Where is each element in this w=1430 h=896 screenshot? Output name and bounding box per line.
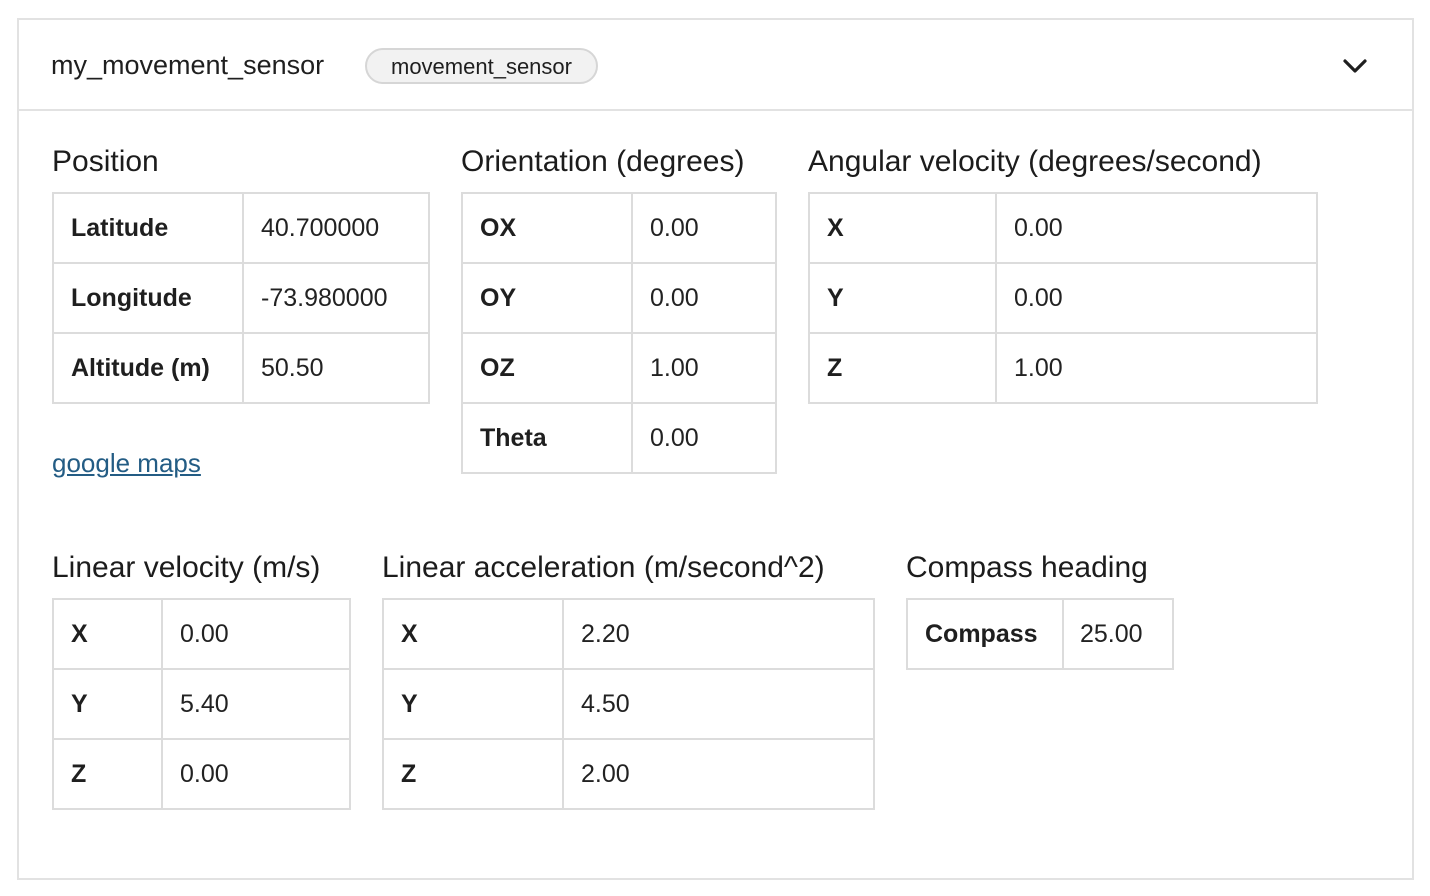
- linear-velocity-title: Linear velocity (m/s): [52, 551, 321, 584]
- table-row: X 0.00: [808, 192, 1318, 264]
- table-row: Z 1.00: [808, 332, 1318, 404]
- linear-acc-z-value: 2.00: [562, 738, 875, 810]
- ox-label: OX: [461, 192, 633, 264]
- compass-heading-title: Compass heading: [906, 551, 1148, 584]
- orientation-title: Orientation (degrees): [461, 145, 745, 178]
- table-row: OZ 1.00: [461, 332, 777, 404]
- card-header[interactable]: my_movement_sensor movement_sensor: [19, 20, 1412, 111]
- ox-value: 0.00: [631, 192, 777, 264]
- table-row: Z 0.00: [52, 738, 351, 810]
- linear-vel-z-value: 0.00: [161, 738, 351, 810]
- linear-acceleration-title: Linear acceleration (m/second^2): [382, 551, 825, 584]
- component-type-badge: movement_sensor: [365, 48, 598, 84]
- linear-acc-y-label: Y: [382, 668, 564, 740]
- component-name: my_movement_sensor: [51, 50, 325, 80]
- angular-y-value: 0.00: [995, 262, 1318, 334]
- linear-velocity-section: Linear velocity (m/s): [52, 550, 320, 586]
- angular-velocity-table: X 0.00 Y 0.00 Z 1.00: [808, 192, 1318, 404]
- linear-velocity-table: X 0.00 Y 5.40 Z 0.00: [52, 598, 351, 810]
- angular-z-value: 1.00: [995, 332, 1318, 404]
- linear-vel-y-value: 5.40: [161, 668, 351, 740]
- oy-label: OY: [461, 262, 633, 334]
- linear-acc-x-value: 2.20: [562, 598, 875, 670]
- oy-value: 0.00: [631, 262, 777, 334]
- google-maps-link[interactable]: google maps: [52, 448, 201, 478]
- oz-value: 1.00: [631, 332, 777, 404]
- angular-velocity-title: Angular velocity (degrees/second): [808, 145, 1262, 178]
- longitude-value: -73.980000: [242, 262, 430, 334]
- angular-z-label: Z: [808, 332, 997, 404]
- table-row: Altitude (m) 50.50: [52, 332, 430, 404]
- theta-label: Theta: [461, 402, 633, 474]
- orientation-table: OX 0.00 OY 0.00 OZ 1.00 Theta 0.00: [461, 192, 777, 474]
- table-row: Z 2.00: [382, 738, 875, 810]
- theta-value: 0.00: [631, 402, 777, 474]
- linear-acc-y-value: 4.50: [562, 668, 875, 740]
- compass-label: Compass: [906, 598, 1064, 670]
- linear-vel-x-label: X: [52, 598, 163, 670]
- table-row: Latitude 40.700000: [52, 192, 430, 264]
- table-row: Y 0.00: [808, 262, 1318, 334]
- angular-x-label: X: [808, 192, 997, 264]
- latitude-label: Latitude: [52, 192, 244, 264]
- compass-heading-section: Compass heading: [906, 550, 1148, 586]
- longitude-label: Longitude: [52, 262, 244, 334]
- linear-vel-y-label: Y: [52, 668, 163, 740]
- linear-acceleration-table: X 2.20 Y 4.50 Z 2.00: [382, 598, 875, 810]
- angular-y-label: Y: [808, 262, 997, 334]
- oz-label: OZ: [461, 332, 633, 404]
- chevron-down-icon[interactable]: [1341, 52, 1369, 80]
- compass-table: Compass 25.00: [906, 598, 1174, 670]
- linear-vel-z-label: Z: [52, 738, 163, 810]
- position-section: Position: [52, 144, 159, 180]
- table-row: OX 0.00: [461, 192, 777, 264]
- table-row: X 2.20: [382, 598, 875, 670]
- table-row: Compass 25.00: [906, 598, 1174, 670]
- position-table: Latitude 40.700000 Longitude -73.980000 …: [52, 192, 430, 404]
- latitude-value: 40.700000: [242, 192, 430, 264]
- table-row: Y 4.50: [382, 668, 875, 740]
- altitude-value: 50.50: [242, 332, 430, 404]
- orientation-section: Orientation (degrees): [461, 144, 744, 180]
- table-row: Y 5.40: [52, 668, 351, 740]
- table-row: Theta 0.00: [461, 402, 777, 474]
- angular-velocity-section: Angular velocity (degrees/second): [808, 144, 1262, 180]
- linear-vel-x-value: 0.00: [161, 598, 351, 670]
- table-row: X 0.00: [52, 598, 351, 670]
- linear-acc-z-label: Z: [382, 738, 564, 810]
- linear-acc-x-label: X: [382, 598, 564, 670]
- movement-sensor-card: my_movement_sensor movement_sensor Posit…: [17, 18, 1414, 880]
- table-row: OY 0.00: [461, 262, 777, 334]
- compass-value: 25.00: [1062, 598, 1174, 670]
- altitude-label: Altitude (m): [52, 332, 244, 404]
- position-title: Position: [52, 145, 159, 178]
- table-row: Longitude -73.980000: [52, 262, 430, 334]
- linear-acceleration-section: Linear acceleration (m/second^2): [382, 550, 825, 586]
- angular-x-value: 0.00: [995, 192, 1318, 264]
